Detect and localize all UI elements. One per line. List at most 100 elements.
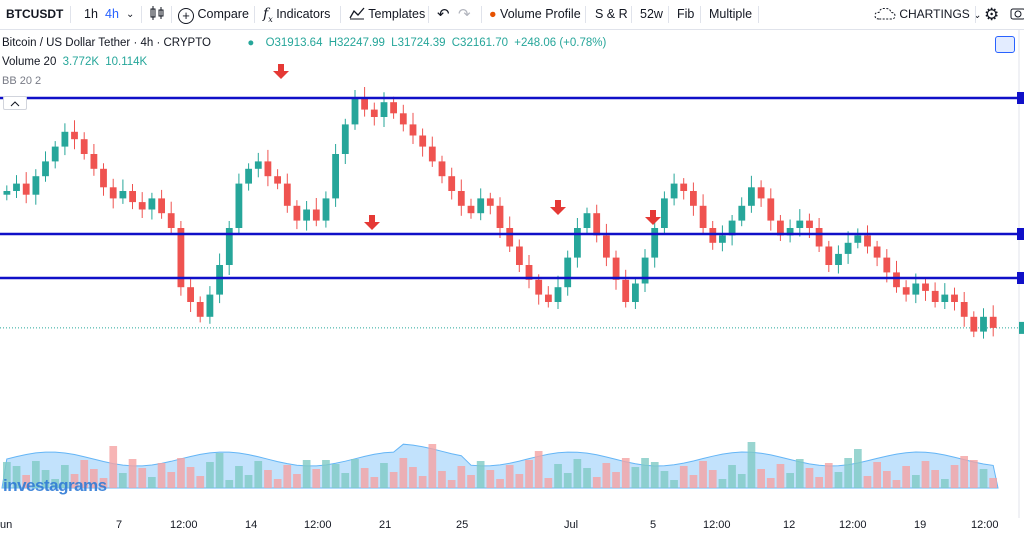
chevron-down-icon[interactable]: ⌄ [126, 9, 135, 20]
volume-bar [554, 464, 562, 488]
volume-bar [718, 479, 727, 488]
52w-button[interactable]: 52w [640, 7, 663, 21]
volume-bar [370, 477, 379, 488]
x-tick-label: 7 [116, 519, 123, 531]
candle-style-icon[interactable] [149, 0, 165, 29]
candle-body [235, 183, 243, 228]
candle-body [80, 139, 88, 154]
candle-body [873, 246, 881, 258]
camera-icon[interactable] [1010, 0, 1024, 29]
x-tick-label: 12:00 [703, 519, 731, 531]
volume-bar [457, 466, 466, 488]
volume-bar [534, 451, 543, 488]
volume-bar [360, 468, 369, 488]
candle-body [825, 246, 833, 265]
volume-bar [351, 459, 359, 488]
candle-body [757, 187, 765, 199]
volume-bar [544, 478, 553, 488]
volume-bar [921, 461, 930, 488]
volume-bar [805, 468, 814, 488]
collapse-legend-button[interactable] [3, 96, 27, 110]
volume-bar [747, 442, 756, 488]
undo-icon[interactable]: ↶ [437, 6, 450, 23]
volume-bar [602, 463, 611, 488]
volume-bar [883, 471, 891, 488]
volume-profile-button[interactable]: ● Volume Profile [489, 0, 581, 29]
investagrams-watermark: investagrams [3, 476, 107, 495]
volume-bar [438, 471, 446, 488]
flame-icon: ● [489, 7, 497, 21]
candle-body [506, 228, 514, 247]
multiple-button[interactable]: Multiple [709, 7, 753, 21]
candle-body [622, 279, 630, 302]
volume-bar [612, 472, 620, 488]
interval-4h[interactable]: 4h [105, 7, 119, 21]
volume-bar [447, 480, 456, 488]
divider [428, 6, 429, 23]
volume-value-2: 10.114K [105, 56, 148, 68]
volume-bar [757, 469, 765, 488]
function-icon: fx [263, 6, 273, 24]
candle-body [854, 235, 862, 243]
candle-body [109, 187, 117, 199]
fib-button[interactable]: Fib [677, 7, 695, 21]
candle-body [42, 161, 49, 177]
divider [700, 6, 701, 23]
volume-bar [235, 466, 243, 488]
candle-body [525, 265, 533, 280]
candle-body [815, 228, 823, 247]
candle-body [777, 220, 784, 236]
volume-bar [90, 469, 98, 488]
top-toolbar: BTCUSDT 1h 4h ⌄ + Compare fx Indicators … [0, 0, 1024, 30]
interval-1h[interactable]: 1h [84, 7, 98, 21]
bb-label[interactable]: BB 20 2 [2, 75, 42, 87]
candle-body [274, 176, 281, 184]
volume-bar [167, 472, 176, 488]
candle-body [564, 257, 572, 288]
x-tick-label: 5 [650, 519, 657, 531]
volume-bar [32, 461, 40, 488]
gear-icon[interactable]: ⚙ [984, 5, 1000, 24]
candle-body [448, 176, 456, 191]
candle-body [767, 198, 775, 221]
candle-body [322, 198, 330, 221]
auto-scale-icon[interactable] [995, 36, 1015, 53]
candle-body [138, 202, 146, 210]
x-tick-label: 19 [914, 519, 927, 531]
compare-button[interactable]: + Compare [178, 0, 249, 29]
s-and-r-button[interactable]: S & R [595, 7, 628, 21]
price-chart[interactable] [0, 30, 1024, 518]
indicators-button[interactable]: fx Indicators [263, 0, 330, 29]
candle-body [709, 228, 717, 243]
volume-bar [109, 446, 118, 488]
volume-bar [844, 458, 852, 488]
templates-icon [349, 7, 365, 20]
volume-bar [380, 463, 388, 488]
indicators-label: Indicators [276, 7, 331, 21]
last-price-marker [1019, 321, 1024, 334]
volume-label[interactable]: Volume 20 [2, 56, 57, 68]
templates-button[interactable]: Templates [349, 0, 425, 29]
volume-bar [254, 461, 263, 488]
volume-bar [776, 464, 785, 488]
chart-legend: Bitcoin / US Dollar Tether · 4h · CRYPTO… [2, 37, 609, 49]
candle-body [370, 109, 378, 117]
symbol-search[interactable]: BTCUSDT [6, 7, 64, 21]
candle-body [922, 283, 929, 291]
redo-icon[interactable]: ↷ [458, 6, 471, 23]
volume-bar [41, 470, 50, 488]
candle-body [603, 235, 610, 258]
volume-bar [563, 473, 572, 488]
symbol-title[interactable]: Bitcoin / US Dollar Tether · 4h · CRYPTO [2, 37, 211, 49]
chartings-label: CHARTINGS [899, 7, 970, 21]
volume-bar [80, 460, 89, 488]
volume-bar [389, 472, 398, 488]
candle-body [516, 246, 523, 265]
volume-bar [215, 453, 224, 488]
candle-body [206, 294, 214, 317]
chartings-brand[interactable]: CHARTINGS ⌄ [874, 0, 982, 29]
divider [668, 6, 669, 23]
candle-body [419, 135, 427, 147]
cloud-icon [874, 7, 896, 20]
candle-body [119, 191, 127, 199]
